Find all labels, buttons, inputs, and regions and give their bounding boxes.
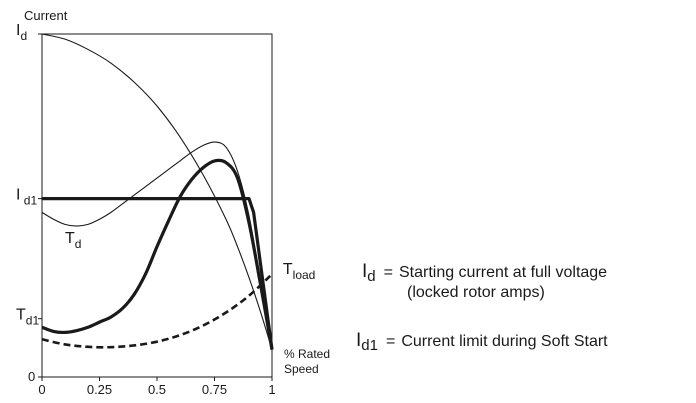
y-mark-label: I d1 xyxy=(16,187,37,208)
series-line-0 xyxy=(41,33,273,350)
series-line-4 xyxy=(41,273,273,349)
y-mark-label: Id xyxy=(16,22,27,43)
x-tick-label: 1 xyxy=(268,382,275,397)
legend-symbol: Id1 xyxy=(356,330,378,354)
legend-item-id1: Id1 = Current limit during Soft Start xyxy=(356,330,608,354)
legend-text: Current limit during Soft Start xyxy=(401,333,608,350)
y-mark-label: 0 xyxy=(28,369,35,384)
legend-symbol: Id xyxy=(362,261,376,285)
series-line-3 xyxy=(41,158,274,350)
series-line-2 xyxy=(42,197,274,350)
x-tick-label: 0.75 xyxy=(202,382,227,397)
legend-text: Starting current at full voltage xyxy=(398,264,608,281)
y-axis-label: Current xyxy=(24,8,68,23)
x-tick-label: 0.5 xyxy=(148,382,166,397)
legend-item-id-continued: (locked rotor amps) xyxy=(407,284,545,302)
plot-frame xyxy=(41,33,273,378)
legend-text: (locked rotor amps) xyxy=(407,284,545,301)
x-tick-label: 0.25 xyxy=(87,382,112,397)
equals-sign: = xyxy=(385,333,396,350)
x-axis-label: Speed xyxy=(284,362,319,376)
y-mark-label: Td1 xyxy=(16,307,39,328)
x-tick-label: 0 xyxy=(38,382,45,397)
equals-sign: = xyxy=(383,264,393,281)
x-axis-label: % Rated xyxy=(284,347,330,361)
curve-annotation: Tload xyxy=(283,261,315,282)
curve-annotation: Td xyxy=(65,230,81,251)
series-line-1 xyxy=(41,141,273,350)
legend-item-id: Id = Starting current at full voltage xyxy=(362,261,607,285)
